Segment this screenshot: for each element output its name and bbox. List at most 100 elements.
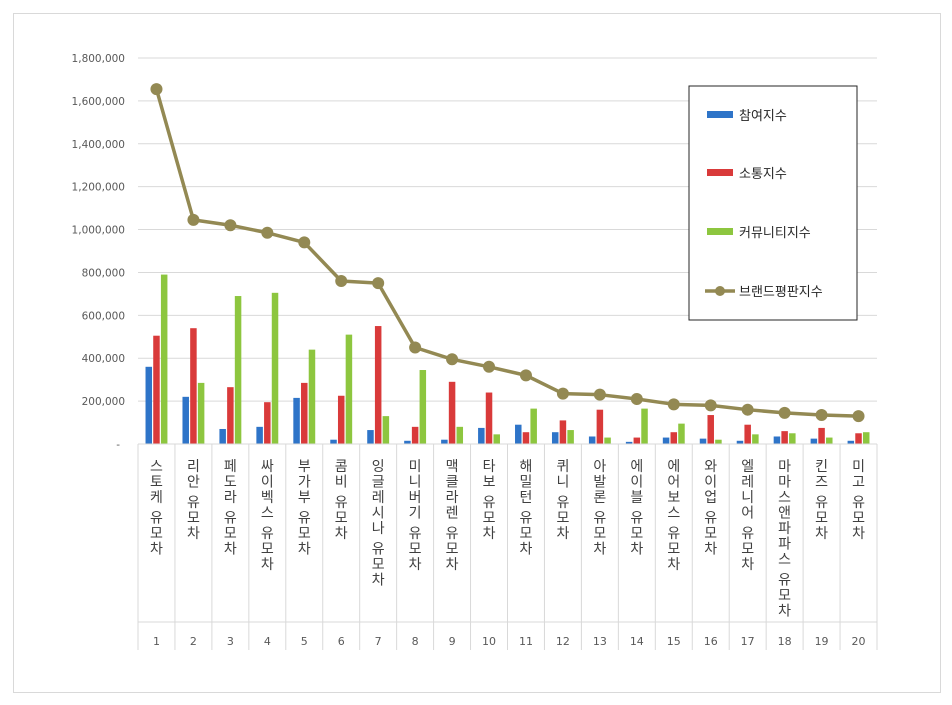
y-tick-label: 600,000 <box>82 310 125 322</box>
bar-소통지수 <box>744 424 751 444</box>
legend-swatch <box>707 111 733 118</box>
legend-swatch <box>707 169 733 176</box>
bar-커뮤니티지수 <box>271 292 279 444</box>
bar-커뮤니티지수 <box>234 296 242 444</box>
x-rank-label: 8 <box>412 635 419 648</box>
x-rank-label: 11 <box>519 635 533 648</box>
bar-소통지수 <box>707 415 714 444</box>
bar-커뮤니티지수 <box>530 408 537 444</box>
bar-소통지수 <box>818 427 825 444</box>
bar-참여지수 <box>625 441 633 444</box>
x-rank-label: 6 <box>338 635 345 648</box>
bar-커뮤니티지수 <box>678 423 685 444</box>
x-rank-label: 4 <box>264 635 271 648</box>
bar-커뮤니티지수 <box>197 382 205 444</box>
y-tick-label: 800,000 <box>82 267 125 279</box>
x-rank-label: 13 <box>593 635 607 648</box>
bar-소통지수 <box>485 392 493 444</box>
x-rank-label: 14 <box>630 635 644 648</box>
x-rank-label: 18 <box>778 635 792 648</box>
x-rank-label: 12 <box>556 635 570 648</box>
point-브랜드평판지수 <box>704 399 717 412</box>
bar-소통지수 <box>337 395 345 444</box>
x-rank-label: 3 <box>227 635 234 648</box>
bar-커뮤니티지수 <box>715 439 722 444</box>
point-브랜드평판지수 <box>630 392 643 405</box>
bar-참여지수 <box>847 440 855 444</box>
y-tick-label: 1,200,000 <box>72 182 125 194</box>
bar-layer <box>145 274 870 444</box>
bar-참여지수 <box>736 440 744 444</box>
x-rank-label: 1 <box>153 635 160 648</box>
point-브랜드평판지수 <box>335 275 348 288</box>
x-rank-label: 20 <box>852 635 866 648</box>
point-브랜드평판지수 <box>556 387 569 400</box>
x-rank-label: 17 <box>741 635 755 648</box>
y-tick-label: - <box>116 439 120 451</box>
bar-참여지수 <box>404 440 411 444</box>
x-rank-label: 15 <box>667 635 681 648</box>
legend-label: 소통지수 <box>739 167 787 182</box>
bar-참여지수 <box>773 436 781 444</box>
bar-참여지수 <box>441 439 448 444</box>
bar-소통지수 <box>374 326 382 444</box>
bar-커뮤니티지수 <box>456 426 464 444</box>
bar-소통지수 <box>448 381 456 444</box>
bar-참여지수 <box>699 438 707 444</box>
bar-소통지수 <box>411 426 419 444</box>
point-브랜드평판지수 <box>409 341 422 354</box>
point-브랜드평판지수 <box>667 398 680 411</box>
bar-커뮤니티지수 <box>493 434 500 444</box>
y-tick-label: 1,000,000 <box>72 225 125 237</box>
bar-소통지수 <box>633 437 641 444</box>
bar-소통지수 <box>670 432 678 444</box>
legend-label: 참여지수 <box>739 109 787 124</box>
bar-커뮤니티지수 <box>826 437 833 444</box>
bar-참여지수 <box>256 426 263 444</box>
point-브랜드평판지수 <box>261 226 274 239</box>
bar-참여지수 <box>145 366 153 444</box>
bar-소통지수 <box>227 387 234 444</box>
bar-커뮤니티지수 <box>862 432 870 444</box>
bar-소통지수 <box>855 433 862 444</box>
bar-커뮤니티지수 <box>789 433 796 444</box>
bar-참여지수 <box>330 439 337 444</box>
point-브랜드평판지수 <box>815 409 828 422</box>
legend-marker <box>715 286 725 296</box>
legend-box <box>688 85 858 321</box>
x-rank-label: 19 <box>815 635 829 648</box>
x-rank-label: 7 <box>375 635 382 648</box>
point-브랜드평판지수 <box>593 388 606 401</box>
bar-소통지수 <box>301 382 308 444</box>
bar-소통지수 <box>781 431 788 444</box>
bar-커뮤니티지수 <box>604 437 611 444</box>
bar-참여지수 <box>293 397 300 444</box>
y-tick-label: 1,400,000 <box>72 139 125 151</box>
line-layer <box>150 83 865 423</box>
bar-커뮤니티지수 <box>641 408 648 444</box>
x-rank-label: 10 <box>482 635 496 648</box>
bar-소통지수 <box>522 432 530 444</box>
point-브랜드평판지수 <box>519 369 532 382</box>
bar-참여지수 <box>478 427 485 444</box>
line-브랜드평판지수 <box>154 88 859 418</box>
bar-소통지수 <box>559 420 567 444</box>
x-rank-label: 9 <box>449 635 456 648</box>
point-브랜드평판지수 <box>741 403 754 416</box>
